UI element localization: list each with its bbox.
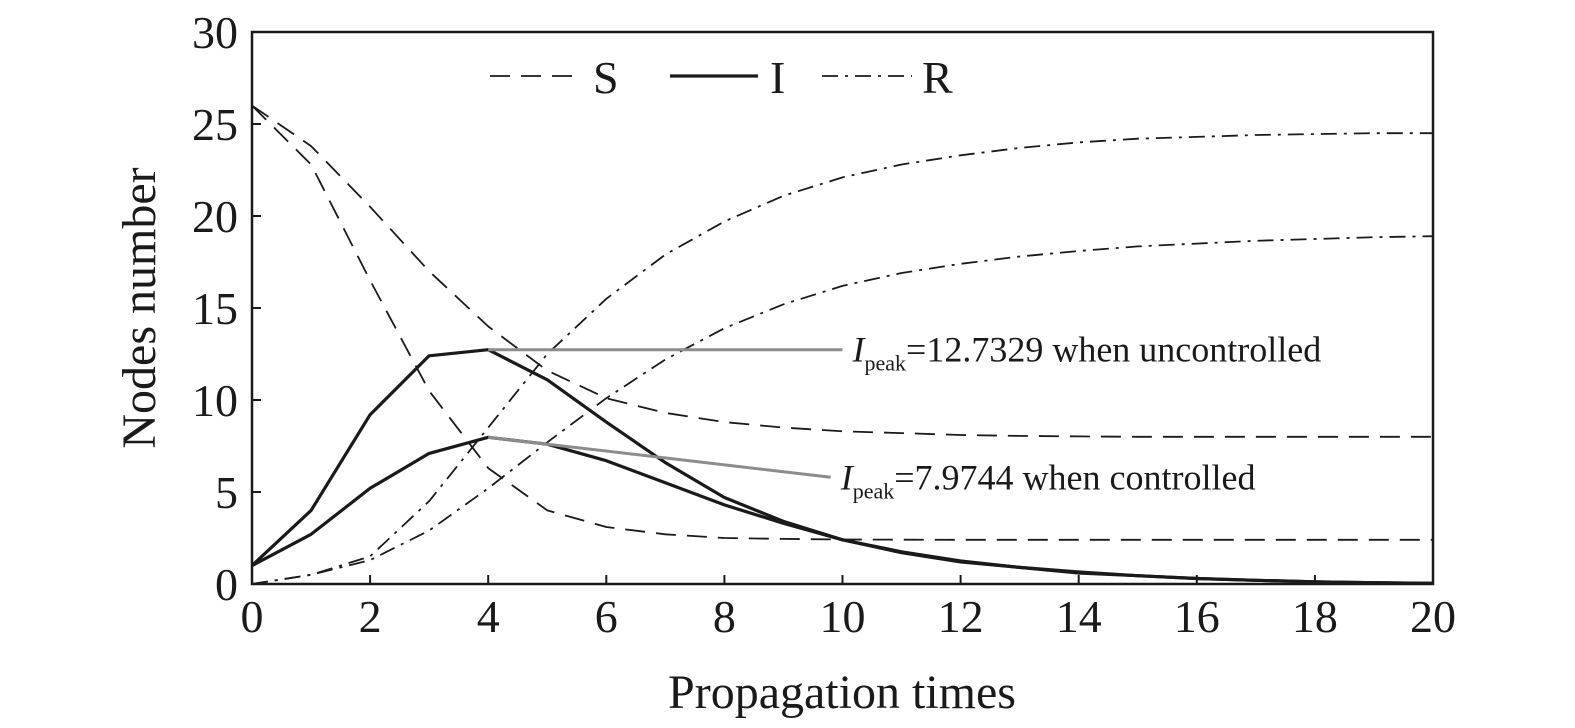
annotation-subscript: peak: [865, 351, 907, 376]
annotation-text: =12.7329 when uncontrolled: [906, 330, 1321, 370]
legend-label-i: I: [770, 52, 785, 103]
legend-label-s: S: [593, 52, 619, 103]
x-tick-label: 14: [1056, 591, 1102, 642]
x-tick-label: 18: [1292, 591, 1338, 642]
x-tick-label: 20: [1410, 591, 1456, 642]
annotation-symbol: I: [852, 330, 867, 370]
series-s-controlled-line: [251, 104, 1433, 438]
annotation-leader-line: [488, 435, 831, 479]
annotation-symbol: I: [840, 457, 855, 497]
annotation-label: Ipeak=7.9744 when controlled: [840, 457, 1256, 503]
y-tick-label: 30: [192, 7, 238, 58]
x-tick-label: 4: [477, 591, 500, 642]
y-tick-label: 20: [192, 191, 238, 242]
series-r-uncontrolled-line: [251, 132, 1433, 585]
x-axis-title: Propagation times: [668, 666, 1016, 719]
series-r-controlled-line: [251, 235, 1434, 585]
x-tick-label: 2: [359, 591, 382, 642]
x-tick-label: 8: [713, 591, 736, 642]
x-tick-label: 12: [938, 591, 984, 642]
legend-label-r: R: [922, 52, 953, 103]
annotation-layer: Ipeak=12.7329 when uncontrolledIpeak=7.9…: [488, 330, 1322, 503]
annotation-text: =7.9744 when controlled: [894, 457, 1255, 497]
x-tick-label: 0: [241, 591, 264, 642]
y-tick-label: 15: [192, 283, 238, 334]
axis-ticks: 0 2 4 6 8 10 12 14 16 18 20 0 5 10 15 20 25 30: [192, 7, 1456, 642]
x-tick-label: 10: [820, 591, 866, 642]
annotation-label: Ipeak=12.7329 when uncontrolled: [852, 330, 1322, 376]
y-axis-title: Nodes number: [113, 167, 166, 448]
x-tick-label: 16: [1174, 591, 1220, 642]
y-tick-label: 10: [192, 375, 238, 426]
y-tick-label: 0: [215, 559, 238, 610]
x-tick-label: 6: [595, 591, 618, 642]
series-layer: [250, 104, 1434, 585]
series-i-controlled-line: [251, 435, 1434, 585]
y-tick-label: 5: [215, 467, 238, 518]
annotation-subscript: peak: [853, 478, 895, 503]
y-tick-label: 25: [192, 99, 238, 150]
